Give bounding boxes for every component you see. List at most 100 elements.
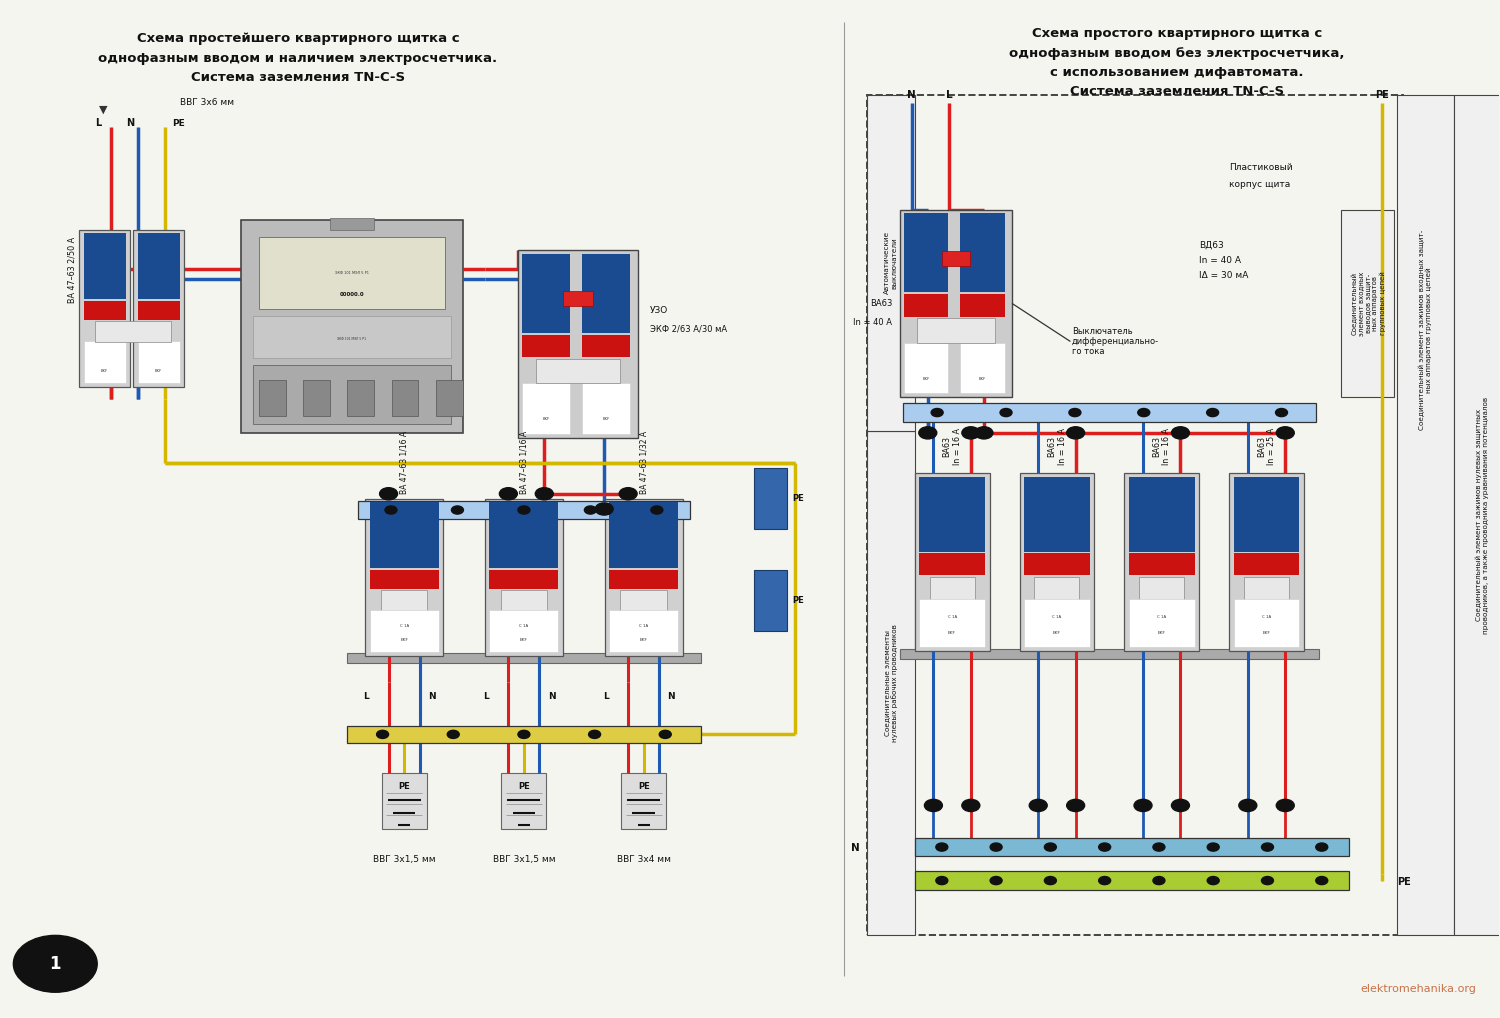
Circle shape	[975, 427, 993, 439]
Text: ВВГ 3х4 мм: ВВГ 3х4 мм	[616, 855, 670, 863]
Bar	[564, 291, 594, 306]
Circle shape	[1070, 408, 1082, 416]
Circle shape	[1206, 408, 1218, 416]
Text: ВА63
In = 25 А: ВА63 In = 25 А	[1257, 429, 1276, 465]
Circle shape	[1172, 427, 1190, 439]
Text: Система заземления TN-C-S: Система заземления TN-C-S	[190, 71, 405, 84]
Bar	[915, 871, 1348, 890]
Text: ▼: ▼	[99, 105, 108, 115]
Circle shape	[920, 427, 938, 439]
Bar	[930, 576, 975, 600]
Text: N: N	[850, 843, 859, 853]
Bar	[489, 610, 558, 653]
Text: ВВГ 3х1,5 мм: ВВГ 3х1,5 мм	[374, 855, 435, 863]
Circle shape	[990, 876, 1002, 885]
Bar	[369, 610, 438, 653]
Text: PE: PE	[792, 596, 804, 605]
Text: C 1А: C 1А	[639, 624, 648, 628]
Circle shape	[536, 488, 554, 500]
Text: корпус щита: корпус щита	[1228, 179, 1290, 188]
Text: L: L	[363, 692, 369, 701]
Text: однофазным вводом без электросчетчика,: однофазным вводом без электросчетчика,	[1010, 47, 1344, 60]
Text: однофазным вводом и наличием электросчетчика.: однофазным вводом и наличием электросчет…	[99, 52, 498, 65]
Circle shape	[936, 843, 948, 851]
Text: Соединительный элемент зажимов нулевых защитных
проводников, а также проводника : Соединительный элемент зажимов нулевых з…	[1476, 397, 1490, 633]
Text: EKF: EKF	[1053, 631, 1060, 635]
Text: PE: PE	[1396, 876, 1410, 887]
Bar	[582, 253, 630, 333]
Bar	[357, 501, 690, 519]
Bar	[621, 590, 668, 611]
Text: N: N	[427, 692, 435, 701]
Bar	[942, 250, 970, 266]
Bar	[1024, 600, 1090, 647]
Bar	[381, 590, 427, 611]
Circle shape	[1172, 799, 1190, 811]
Text: PE: PE	[638, 782, 650, 791]
Text: PE: PE	[518, 782, 530, 791]
Circle shape	[452, 506, 464, 514]
Bar	[582, 383, 630, 434]
Bar	[484, 499, 562, 657]
Text: EKF: EKF	[603, 417, 610, 421]
Bar	[138, 233, 180, 299]
Bar	[1454, 95, 1500, 936]
Text: L: L	[946, 90, 952, 100]
Circle shape	[1098, 876, 1110, 885]
Bar	[915, 838, 1348, 856]
Text: ВА 47–63 2/50 А: ВА 47–63 2/50 А	[68, 237, 76, 303]
Text: ВА63: ВА63	[870, 299, 892, 307]
Circle shape	[500, 488, 517, 500]
Bar	[1130, 600, 1194, 647]
Bar	[582, 335, 630, 357]
Bar	[369, 502, 438, 568]
Bar	[138, 300, 180, 320]
Text: EKF: EKF	[154, 370, 162, 374]
Bar	[522, 335, 570, 357]
Bar	[303, 380, 330, 415]
Bar	[522, 383, 570, 434]
Circle shape	[447, 730, 459, 738]
Bar	[920, 554, 986, 575]
Text: L: L	[603, 692, 609, 701]
Text: 00000.0: 00000.0	[339, 292, 364, 297]
Bar	[1020, 473, 1095, 652]
Text: PE: PE	[1376, 90, 1389, 100]
Text: EKF: EKF	[100, 370, 108, 374]
Bar	[916, 319, 995, 343]
Text: IΔ = 30 мА: IΔ = 30 мА	[1198, 271, 1248, 280]
Text: C 1А: C 1А	[399, 624, 408, 628]
Circle shape	[660, 730, 670, 738]
Circle shape	[1276, 427, 1294, 439]
Circle shape	[380, 488, 398, 500]
Text: ВА63
In = 16 А: ВА63 In = 16 А	[1152, 429, 1172, 465]
Bar	[1244, 576, 1288, 600]
Bar	[369, 570, 438, 588]
Circle shape	[1000, 408, 1012, 416]
Circle shape	[1029, 799, 1047, 811]
Bar	[915, 473, 990, 652]
Circle shape	[1316, 876, 1328, 885]
Text: L: L	[96, 118, 102, 128]
Bar	[260, 380, 286, 415]
Bar	[900, 210, 1013, 397]
Bar	[1024, 554, 1090, 575]
Text: In = 40 А: In = 40 А	[1198, 256, 1240, 265]
Bar	[522, 253, 570, 333]
Circle shape	[1262, 876, 1274, 885]
Bar	[621, 773, 666, 829]
Circle shape	[1154, 876, 1166, 885]
Bar	[501, 590, 548, 611]
Text: N: N	[668, 692, 675, 701]
Bar	[904, 213, 948, 292]
Bar	[518, 250, 638, 438]
Bar	[254, 364, 450, 425]
Text: Схема простейшего квартирного щитка с: Схема простейшего квартирного щитка с	[136, 33, 459, 46]
Text: Схема простого квартирного щитка с: Схема простого квартирного щитка с	[1032, 27, 1322, 41]
Text: PE: PE	[399, 782, 410, 791]
Bar	[609, 610, 678, 653]
Bar	[609, 570, 678, 588]
Text: с использованием дифавтомата.: с использованием дифавтомата.	[1050, 66, 1304, 79]
Text: ЭКФ 101 МЭЛ 5 Р1: ЭКФ 101 МЭЛ 5 Р1	[338, 337, 366, 341]
Text: EKF: EKF	[639, 638, 648, 642]
